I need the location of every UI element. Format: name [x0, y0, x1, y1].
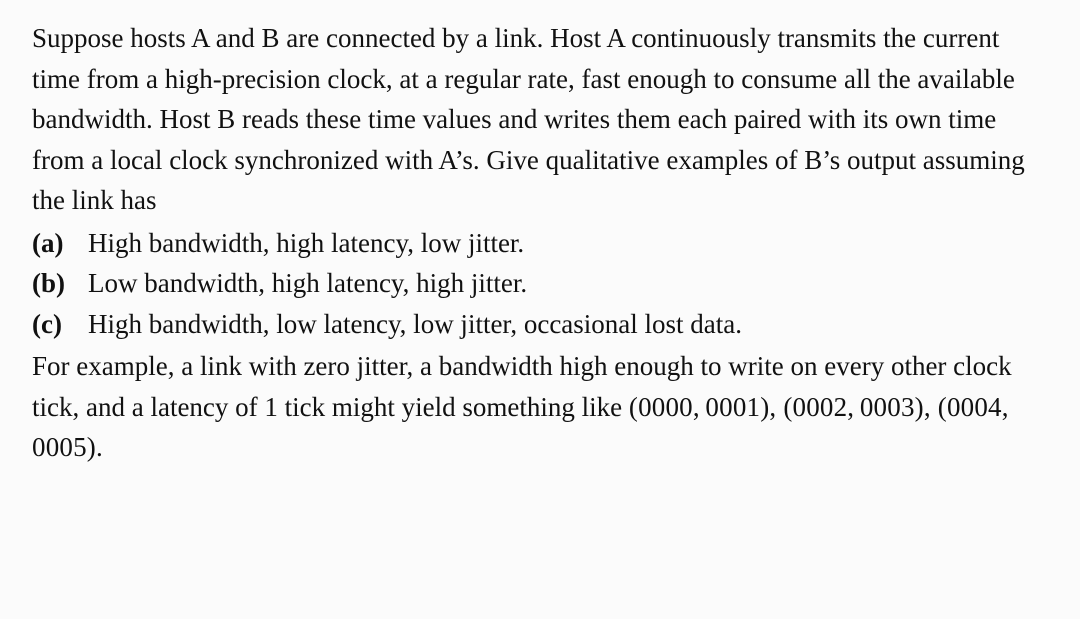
item-text-c: High bandwidth, low latency, low jitter,… — [88, 304, 1044, 345]
list-item: (b) Low bandwidth, high latency, high ji… — [32, 263, 1044, 304]
item-text-b: Low bandwidth, high latency, high jitter… — [88, 263, 1044, 304]
list-item: (c) High bandwidth, low latency, low jit… — [32, 304, 1044, 345]
item-text-a: High bandwidth, high latency, low jitter… — [88, 223, 1044, 264]
example-paragraph: For example, a link with zero jitter, a … — [32, 346, 1044, 468]
item-marker-c: (c) — [32, 304, 88, 345]
problem-page: Suppose hosts A and B are connected by a… — [0, 0, 1080, 619]
item-marker-b: (b) — [32, 263, 88, 304]
intro-paragraph: Suppose hosts A and B are connected by a… — [32, 18, 1044, 221]
sub-question-list: (a) High bandwidth, high latency, low ji… — [32, 223, 1044, 345]
item-marker-a: (a) — [32, 223, 88, 264]
list-item: (a) High bandwidth, high latency, low ji… — [32, 223, 1044, 264]
